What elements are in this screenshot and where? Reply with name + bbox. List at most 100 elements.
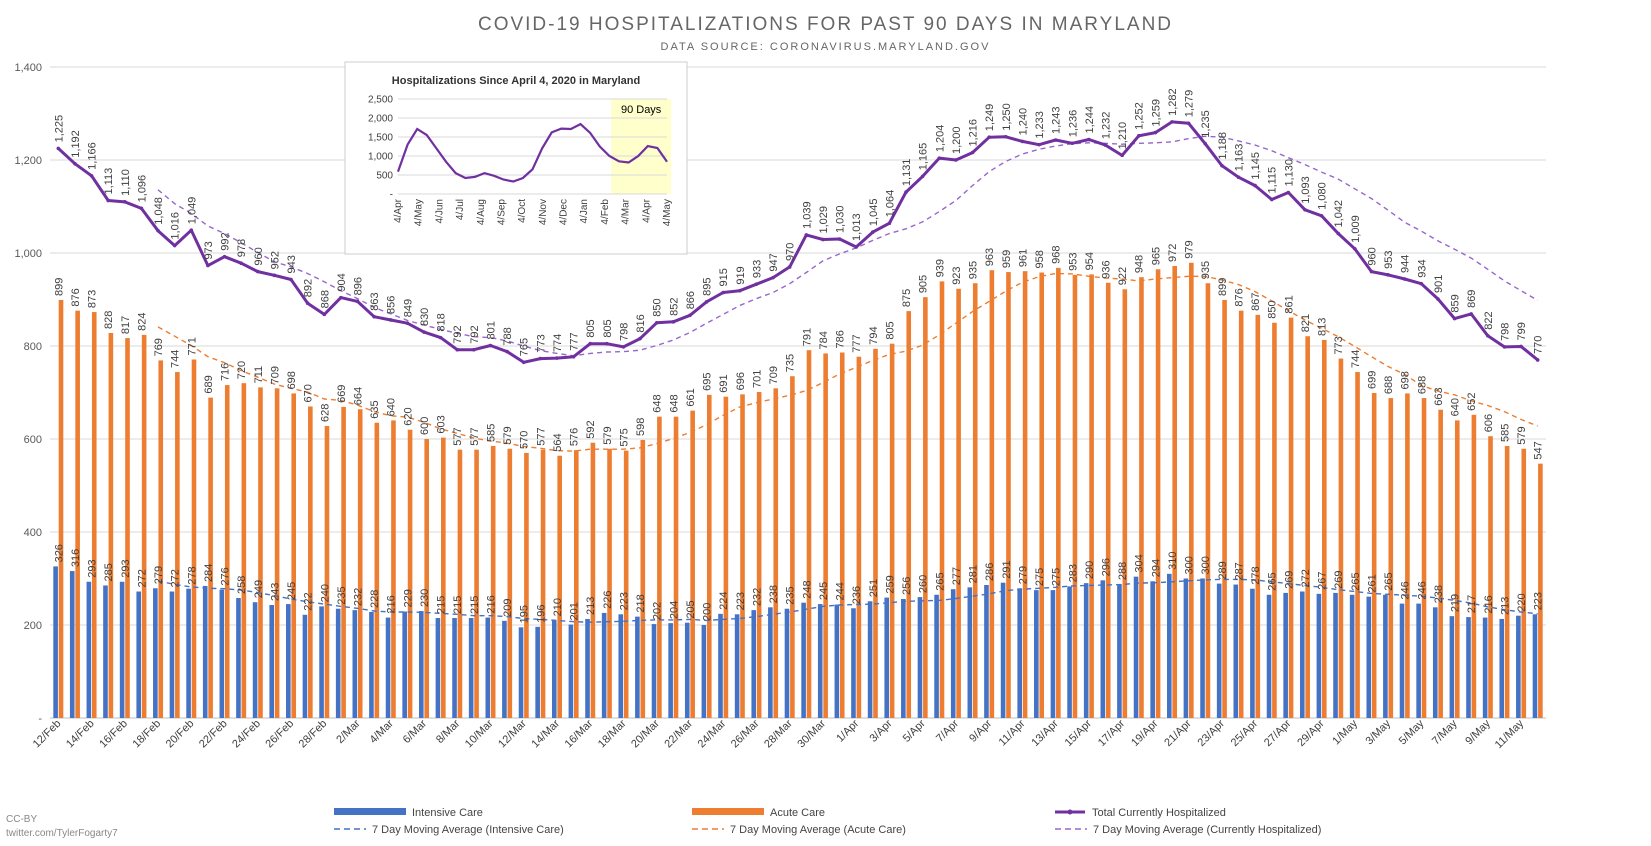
bar-intensive-care — [1117, 584, 1122, 718]
bar-acute-care — [623, 450, 629, 718]
bar-intensive-care — [236, 598, 241, 718]
data-label-acute-care: 628 — [319, 404, 331, 422]
bar-intensive-care — [950, 589, 956, 718]
data-label-acute-care: 817 — [120, 316, 132, 334]
data-label-total-hospitalized: 863 — [369, 292, 381, 310]
data-label-intensive-care: 245 — [286, 582, 298, 600]
data-label-intensive-care: 284 — [203, 564, 215, 582]
data-label-acute-care: 769 — [153, 338, 165, 356]
data-label-intensive-care: 275 — [1034, 568, 1046, 586]
point-total-hospitalized — [355, 299, 360, 304]
bar-acute-care — [524, 452, 529, 718]
data-label-intensive-care: 267 — [1317, 571, 1329, 589]
bar-acute-care — [923, 297, 928, 718]
data-label-intensive-care: 218 — [635, 594, 647, 612]
data-label-total-hospitalized: 952 — [269, 251, 281, 269]
bar-intensive-care — [1466, 617, 1471, 718]
x-tick-label: 13/Apr — [1029, 717, 1061, 749]
bar-acute-care — [1272, 322, 1277, 718]
data-label-total-hospitalized: 1,110 — [120, 169, 132, 196]
data-label-intensive-care: 222 — [303, 592, 315, 610]
x-tick-label: 22/Feb — [197, 718, 230, 751]
data-label-acute-care: 661 — [685, 388, 697, 406]
data-label-intensive-care: 240 — [319, 584, 331, 602]
data-label-acute-care: 669 — [336, 385, 348, 403]
bar-intensive-care — [153, 588, 158, 718]
data-label-intensive-care: 291 — [1001, 560, 1013, 578]
point-total-hospitalized — [1136, 134, 1141, 138]
bar-intensive-care — [302, 614, 308, 718]
data-label-total-hospitalized: 915 — [718, 268, 730, 286]
data-label-intensive-care: 230 — [419, 589, 431, 607]
data-label-intensive-care: 200 — [702, 603, 714, 621]
bar-intensive-care — [502, 620, 507, 718]
bar-acute-care — [939, 281, 945, 718]
legend-label-ma-total: 7 Day Moving Average (Currently Hospital… — [1093, 824, 1321, 836]
data-label-intensive-care: 283 — [1067, 564, 1079, 582]
inset-y-tick-label: 2,500 — [368, 95, 393, 106]
point-total-hospitalized — [1020, 139, 1025, 144]
inset-y-tick-label: 1,000 — [368, 152, 393, 163]
data-label-intensive-care: 229 — [402, 589, 414, 607]
data-label-intensive-care: 265 — [1267, 572, 1279, 590]
data-label-acute-care: 585 — [485, 424, 497, 442]
data-label-acute-care: 794 — [868, 326, 880, 344]
data-label-intensive-care: 278 — [1250, 566, 1262, 584]
data-label-acute-care: 791 — [801, 328, 813, 346]
inset-x-tick-label: 4/Feb — [600, 199, 611, 225]
point-total-hospitalized — [1319, 214, 1324, 218]
data-label-total-hospitalized: 850 — [652, 298, 664, 316]
bar-acute-care — [1139, 277, 1144, 718]
chart-title: COVID-19 HOSPITALIZATIONS FOR PAST 90 DA… — [477, 14, 1174, 35]
bar-acute-care — [258, 387, 263, 718]
legend: Intensive Care Acute Care Total Currentl… — [334, 807, 1321, 836]
data-label-acute-care: 773 — [1333, 336, 1345, 354]
point-total-hospitalized — [1003, 134, 1008, 139]
data-label-intensive-care: 251 — [868, 579, 880, 597]
bar-intensive-care — [1333, 592, 1338, 718]
inset-x-tick-label: 4/Apr — [393, 198, 404, 223]
data-label-acute-care: 640 — [386, 398, 398, 416]
point-total-hospitalized — [538, 356, 543, 361]
data-label-intensive-care: 286 — [984, 563, 996, 581]
data-label-total-hospitalized: 788 — [502, 327, 514, 345]
data-label-total-hospitalized: 944 — [1400, 255, 1412, 273]
bar-acute-care — [1454, 420, 1460, 718]
point-total-hospitalized — [821, 237, 825, 242]
data-label-intensive-care: 238 — [1433, 585, 1445, 603]
x-tick-label: 2/Mar — [334, 717, 363, 746]
x-tick-label: 18/Mar — [596, 717, 629, 750]
bar-acute-care — [574, 450, 579, 718]
bar-acute-care — [773, 388, 779, 718]
data-label-acute-care: 691 — [718, 374, 730, 392]
data-label-acute-care: 575 — [618, 428, 630, 446]
data-label-intensive-care: 209 — [502, 598, 514, 616]
y-axis: - 200 400 600 800 1,000 1,200 1,400 — [14, 62, 42, 725]
data-label-intensive-care: 269 — [1283, 571, 1295, 589]
data-label-intensive-care: 294 — [1150, 559, 1162, 577]
bar-acute-care — [1504, 445, 1510, 718]
data-label-intensive-care: 226 — [602, 591, 614, 609]
point-total-hospitalized — [388, 318, 393, 322]
data-label-acute-care: 547 — [1533, 441, 1545, 459]
data-label-acute-care: 709 — [768, 366, 780, 384]
data-label-intensive-care: 236 — [851, 586, 863, 604]
bar-acute-care — [1189, 262, 1194, 718]
x-tick-label: 12/Mar — [496, 717, 529, 750]
bar-intensive-care — [668, 623, 673, 718]
x-tick-label: 16/Feb — [97, 718, 130, 751]
data-label-intensive-care: 219 — [1450, 594, 1462, 612]
bar-acute-care — [175, 372, 180, 718]
bar-acute-care — [91, 312, 97, 718]
data-label-acute-care: 979 — [1184, 240, 1196, 258]
bar-intensive-care — [269, 605, 274, 718]
bar-intensive-care — [202, 585, 208, 718]
data-label-intensive-care: 288 — [1117, 562, 1129, 580]
bar-intensive-care — [1383, 594, 1388, 718]
data-label-intensive-care: 281 — [968, 565, 980, 583]
bar-intensive-care — [1067, 586, 1072, 718]
x-tick-label: 20/Mar — [629, 717, 662, 750]
point-total-hospitalized — [1436, 297, 1440, 301]
data-label-acute-care: 936 — [1101, 260, 1113, 278]
